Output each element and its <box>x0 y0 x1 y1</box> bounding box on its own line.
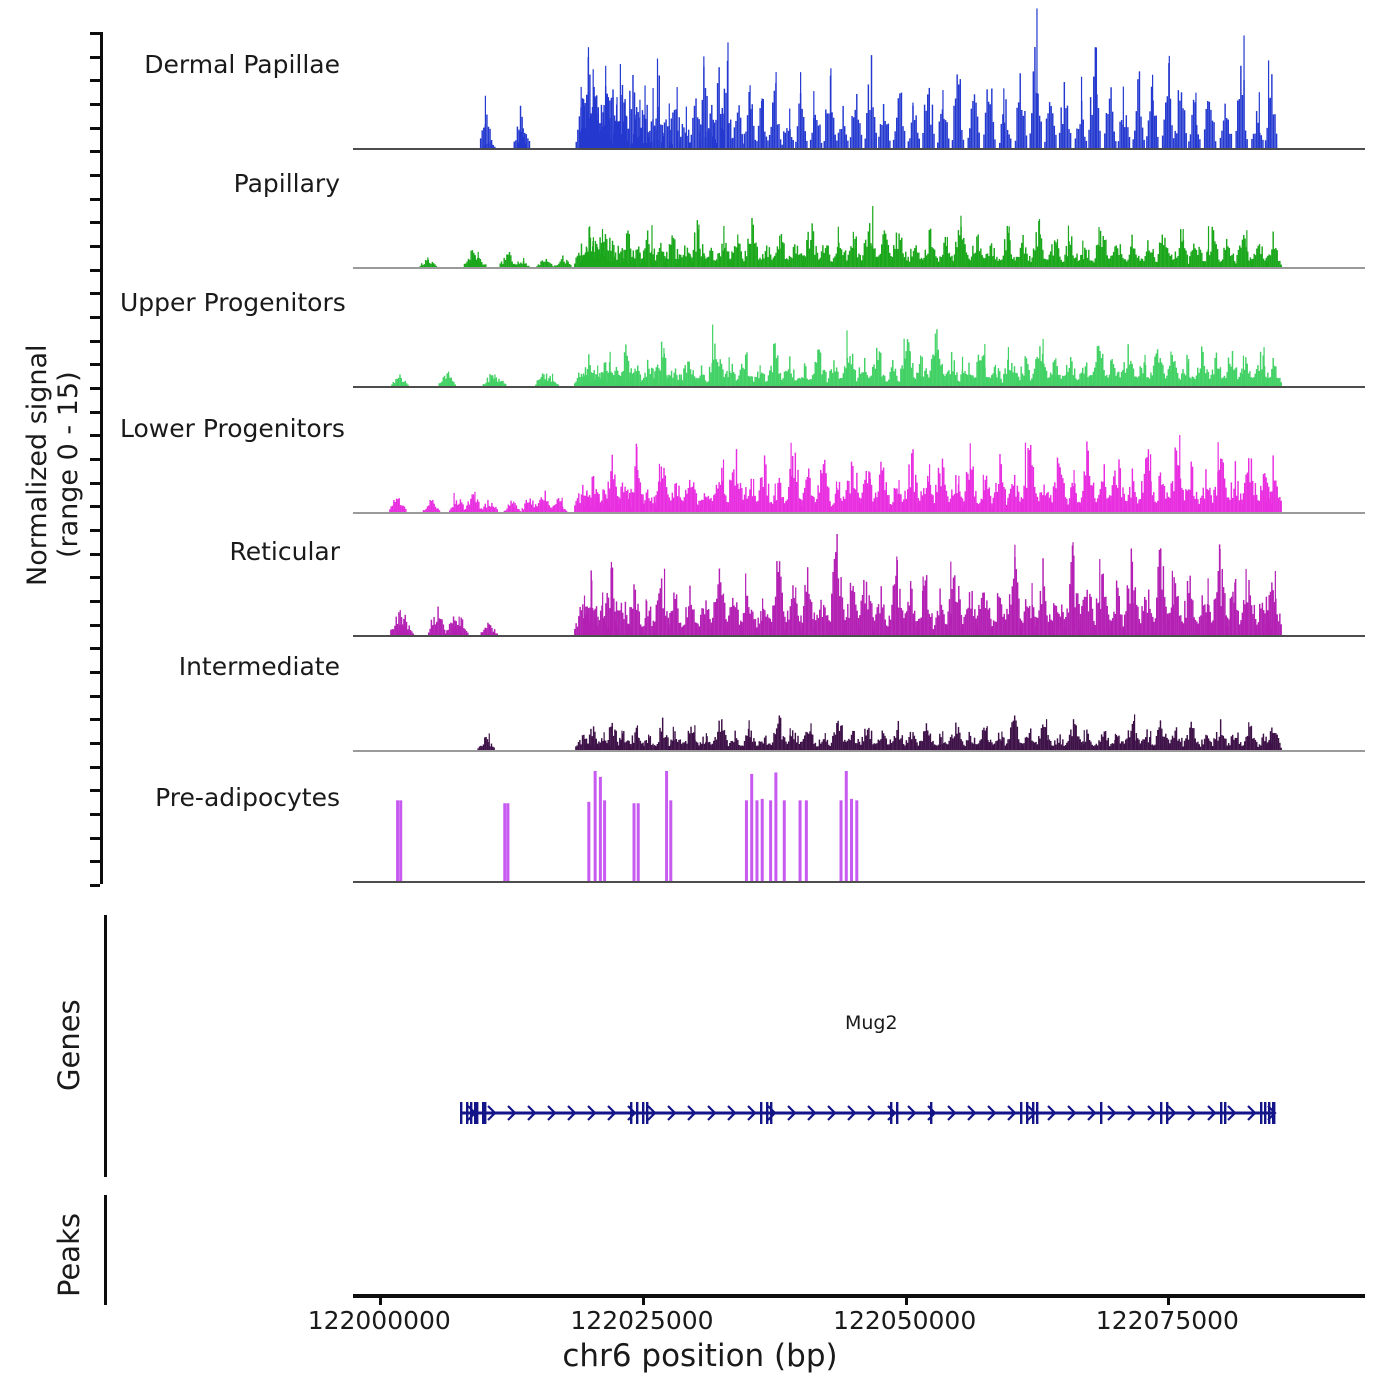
y-axis-tick <box>90 505 100 509</box>
peaks-label: Peaks <box>52 1213 86 1297</box>
track-baseline <box>353 148 1365 150</box>
y-axis-tick <box>90 339 100 343</box>
y-axis-tick <box>90 671 100 674</box>
track-baseline <box>353 635 1365 637</box>
y-axis-tick <box>90 197 100 201</box>
y-axis-tick <box>90 363 100 367</box>
x-axis-tick-label: 122050000 <box>833 1306 977 1335</box>
y-axis-tick <box>90 836 100 840</box>
y-axis-tick <box>90 576 100 580</box>
x-axis-title: chr6 position (bp) <box>562 1338 838 1374</box>
y-axis-tick <box>90 647 100 651</box>
x-axis-tick-label: 122075000 <box>1095 1306 1239 1335</box>
y-axis-tick <box>90 245 100 248</box>
track-baseline <box>353 267 1365 269</box>
y-axis-tick <box>90 268 100 272</box>
track-baseline <box>353 512 1365 514</box>
y-axis-tick <box>90 410 100 414</box>
y-axis-tick <box>90 813 100 816</box>
signal-track-dermal-papillae <box>479 8 1278 149</box>
y-axis-tick <box>90 718 100 722</box>
gene-name-label: Mug2 <box>845 1012 898 1034</box>
y-axis-tick <box>90 55 100 59</box>
y-axis-tick <box>90 150 100 154</box>
y-axis-tick <box>90 600 100 603</box>
track-label-upper-progenitors: Upper Progenitors <box>120 288 346 317</box>
y-axis-tick <box>90 860 100 864</box>
x-axis-tick <box>379 1294 383 1305</box>
x-axis-tick-label: 122000000 <box>307 1306 451 1335</box>
genes-label: Genes <box>52 999 86 1091</box>
gene-transcript-mug2[interactable] <box>460 1093 1295 1133</box>
track-label-reticular: Reticular <box>229 537 340 566</box>
y-axis-tick <box>90 481 100 485</box>
y-axis-tick <box>90 292 100 296</box>
y-axis-title: Normalized signal (range 0 - 15) <box>22 344 85 586</box>
track-label-lower-progenitors: Lower Progenitors <box>120 414 345 443</box>
y-axis-tick <box>90 79 100 83</box>
peaks-axis-spine <box>104 1195 107 1305</box>
track-baseline <box>353 386 1365 388</box>
y-axis-tick <box>90 694 100 698</box>
y-axis-tick <box>90 174 100 177</box>
signal-axis-spine <box>100 32 103 884</box>
x-axis-tick <box>904 1294 908 1305</box>
y-axis-tick <box>90 103 100 106</box>
y-axis-tick <box>90 552 100 556</box>
y-axis-tick <box>90 458 100 461</box>
y-axis-tick <box>90 32 100 35</box>
y-axis-tick <box>90 221 100 225</box>
y-axis-tick <box>90 765 100 769</box>
track-baseline <box>353 881 1365 883</box>
x-axis-tick <box>1167 1294 1171 1305</box>
y-axis-tick <box>90 623 100 627</box>
y-axis-tick <box>90 387 100 390</box>
y-axis-tick <box>90 884 100 887</box>
signal-track-pre-adipocytes <box>396 771 859 881</box>
y-axis-tick <box>90 742 100 745</box>
y-axis-tick <box>90 789 100 793</box>
signal-track-papillary <box>419 206 1282 267</box>
signal-track-reticular <box>390 534 1282 635</box>
y-axis-tick <box>90 434 100 438</box>
y-axis-tick <box>90 529 100 532</box>
y-axis-tick <box>90 126 100 130</box>
track-label-dermal-papillae: Dermal Papillae <box>144 50 340 79</box>
signal-track-upper-progenitors <box>391 324 1282 386</box>
track-baseline <box>353 750 1365 752</box>
x-axis-tick-label: 122025000 <box>570 1306 714 1335</box>
genes-axis-spine <box>104 915 107 1177</box>
signal-track-lower-progenitors <box>389 435 1282 512</box>
x-axis-line <box>353 1294 1365 1298</box>
track-label-pre-adipocytes: Pre-adipocytes <box>155 783 340 812</box>
y-axis-tick <box>90 316 100 319</box>
x-axis-tick <box>641 1294 645 1305</box>
track-label-intermediate: Intermediate <box>178 652 340 681</box>
signal-track-intermediate <box>477 714 1282 750</box>
track-label-papillary: Papillary <box>233 169 340 198</box>
